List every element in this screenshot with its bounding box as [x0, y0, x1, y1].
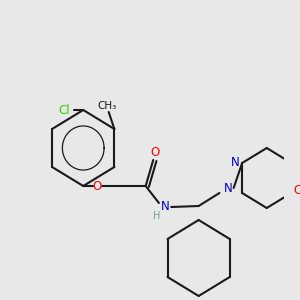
- Text: N: N: [231, 157, 240, 169]
- Text: O: O: [151, 146, 160, 160]
- Text: O: O: [293, 184, 300, 197]
- Text: O: O: [93, 179, 102, 193]
- Text: N: N: [224, 182, 232, 194]
- Text: H: H: [153, 211, 161, 221]
- Text: CH₃: CH₃: [97, 101, 116, 111]
- Text: Cl: Cl: [58, 103, 70, 116]
- Text: N: N: [161, 200, 170, 212]
